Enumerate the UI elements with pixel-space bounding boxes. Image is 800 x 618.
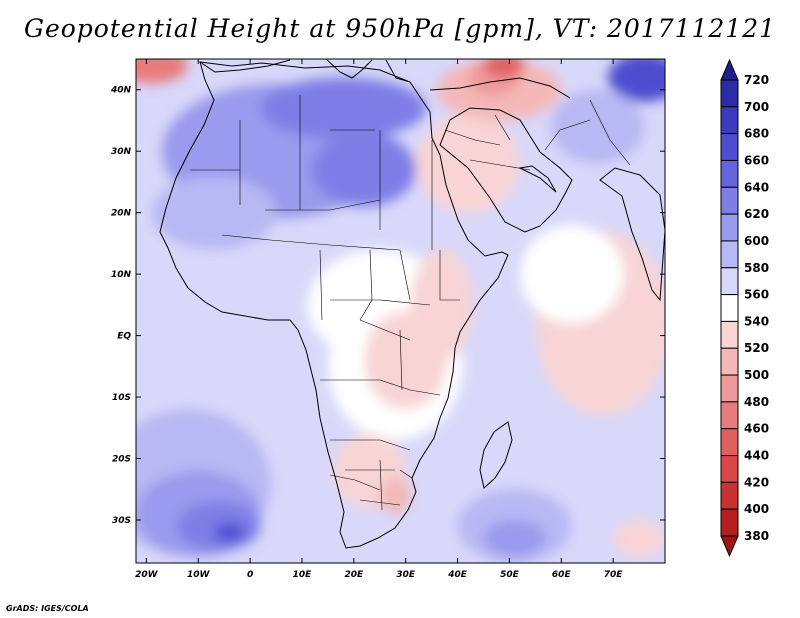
country-borders [190, 95, 631, 511]
colorbar-segment [720, 428, 739, 457]
longitude-axis: 20W 10W 0 10E 20E 30E 40E 50E 60E 70E [135, 59, 623, 580]
coastlines [159, 59, 665, 549]
colorbar-label: 660 [744, 153, 769, 167]
colorbar-label: 580 [744, 261, 769, 275]
colorbar-label: 400 [744, 502, 769, 516]
lon-tick-label: 30E [396, 570, 416, 580]
colorbar-label: 620 [744, 207, 769, 221]
colorbar-segment [720, 455, 739, 483]
height-region-17 [607, 59, 665, 103]
colorbar-segment [720, 294, 739, 322]
lon-tick-label: 10W [187, 570, 211, 580]
lat-tick-label: EQ [117, 332, 131, 342]
colorbar-label: 460 [744, 422, 769, 436]
colorbar-label: 500 [744, 368, 769, 382]
colorbar-label: 600 [744, 234, 769, 248]
colorbar-label: 720 [744, 73, 769, 87]
colorbar-label: 640 [744, 180, 769, 194]
colorbar-segment [720, 508, 739, 537]
colorbar-segment [720, 133, 739, 161]
field-layer [136, 59, 665, 563]
lon-tick-label: 60E [552, 570, 572, 580]
colorbar-label: 440 [744, 449, 769, 463]
colorbar-label: 560 [744, 288, 769, 302]
height-region-3 [151, 175, 277, 250]
height-contours [136, 59, 665, 563]
lat-tick-label: 30N [111, 147, 132, 157]
colorbar-segment [720, 240, 739, 269]
india-coastline [599, 167, 665, 302]
colorbar-segment [720, 320, 739, 349]
borders-middle-east [444, 99, 631, 171]
lat-tick-label: 20N [111, 209, 132, 219]
lon-tick-label: 70E [604, 570, 624, 580]
lat-tick-label: 40N [110, 86, 132, 96]
colorbar-bottom-arrow [720, 535, 739, 558]
africa-coastline [159, 61, 509, 549]
colorbar-segment [720, 106, 739, 135]
madagascar-coastline [479, 421, 513, 489]
height-region-2 [260, 77, 427, 139]
lat-tick-label: 10N [111, 270, 132, 280]
colorbar-segment [720, 374, 739, 403]
height-region-9 [379, 476, 411, 514]
colorbar-label: 520 [744, 341, 769, 355]
persian-gulf [518, 165, 557, 193]
colorbar-label: 540 [744, 314, 769, 328]
lon-tick-label: 40E [447, 570, 468, 580]
height-region-1 [312, 132, 417, 207]
height-region-18 [550, 89, 645, 164]
height-region-7 [364, 311, 448, 410]
colorbar-segment [720, 481, 739, 510]
grads-credit: GrADS: IGES/COLA [6, 604, 89, 613]
colorbar-segment [720, 213, 739, 242]
height-region-12 [519, 224, 624, 324]
borders-southern-africa [329, 459, 413, 511]
borders-north-africa [190, 95, 433, 251]
lon-tick-label: 20E [344, 570, 364, 580]
colorbar: 720 700 680 660 640 620 600 580 560 540 520 500 480 4… [720, 58, 769, 558]
map-title: Geopotential Height at 950hPa [gpm], VT:… [23, 14, 777, 43]
colorbar-label: 700 [744, 100, 769, 114]
colorbar-segment [720, 347, 739, 376]
colorbar-segment [720, 401, 739, 430]
colorbar-label: 420 [744, 475, 769, 489]
colorbar-top-arrow [720, 58, 739, 81]
lat-tick-label: 20S [112, 455, 131, 465]
latitude-axis: 40N 30N 20N 10N EQ 10S 20S 30S [110, 86, 665, 526]
lon-tick-label: 10E [293, 570, 313, 580]
europe-coastline [199, 59, 571, 99]
lat-tick-label: 30S [112, 516, 131, 526]
height-region-25 [613, 519, 665, 557]
colorbar-segment [720, 267, 739, 296]
colorbar-segment [720, 159, 739, 188]
lon-tick-label: 20W [135, 570, 159, 580]
height-region-15 [483, 59, 525, 78]
colorbar-label: 480 [744, 395, 769, 409]
colorbar-segment [720, 79, 739, 108]
height-region-24 [483, 519, 546, 557]
lon-tick-label: 0 [247, 570, 253, 580]
height-region-22 [213, 523, 245, 542]
colorbar-segment [720, 186, 739, 215]
colorbar-label: 380 [744, 529, 769, 543]
lon-tick-label: 50E [500, 570, 520, 580]
height-region-16 [136, 59, 188, 84]
lat-tick-label: 10S [112, 393, 131, 403]
arabia-coastline [439, 107, 573, 233]
plot-frame [135, 58, 666, 564]
borders-central-africa [319, 249, 460, 471]
colorbar-label: 680 [744, 127, 769, 141]
